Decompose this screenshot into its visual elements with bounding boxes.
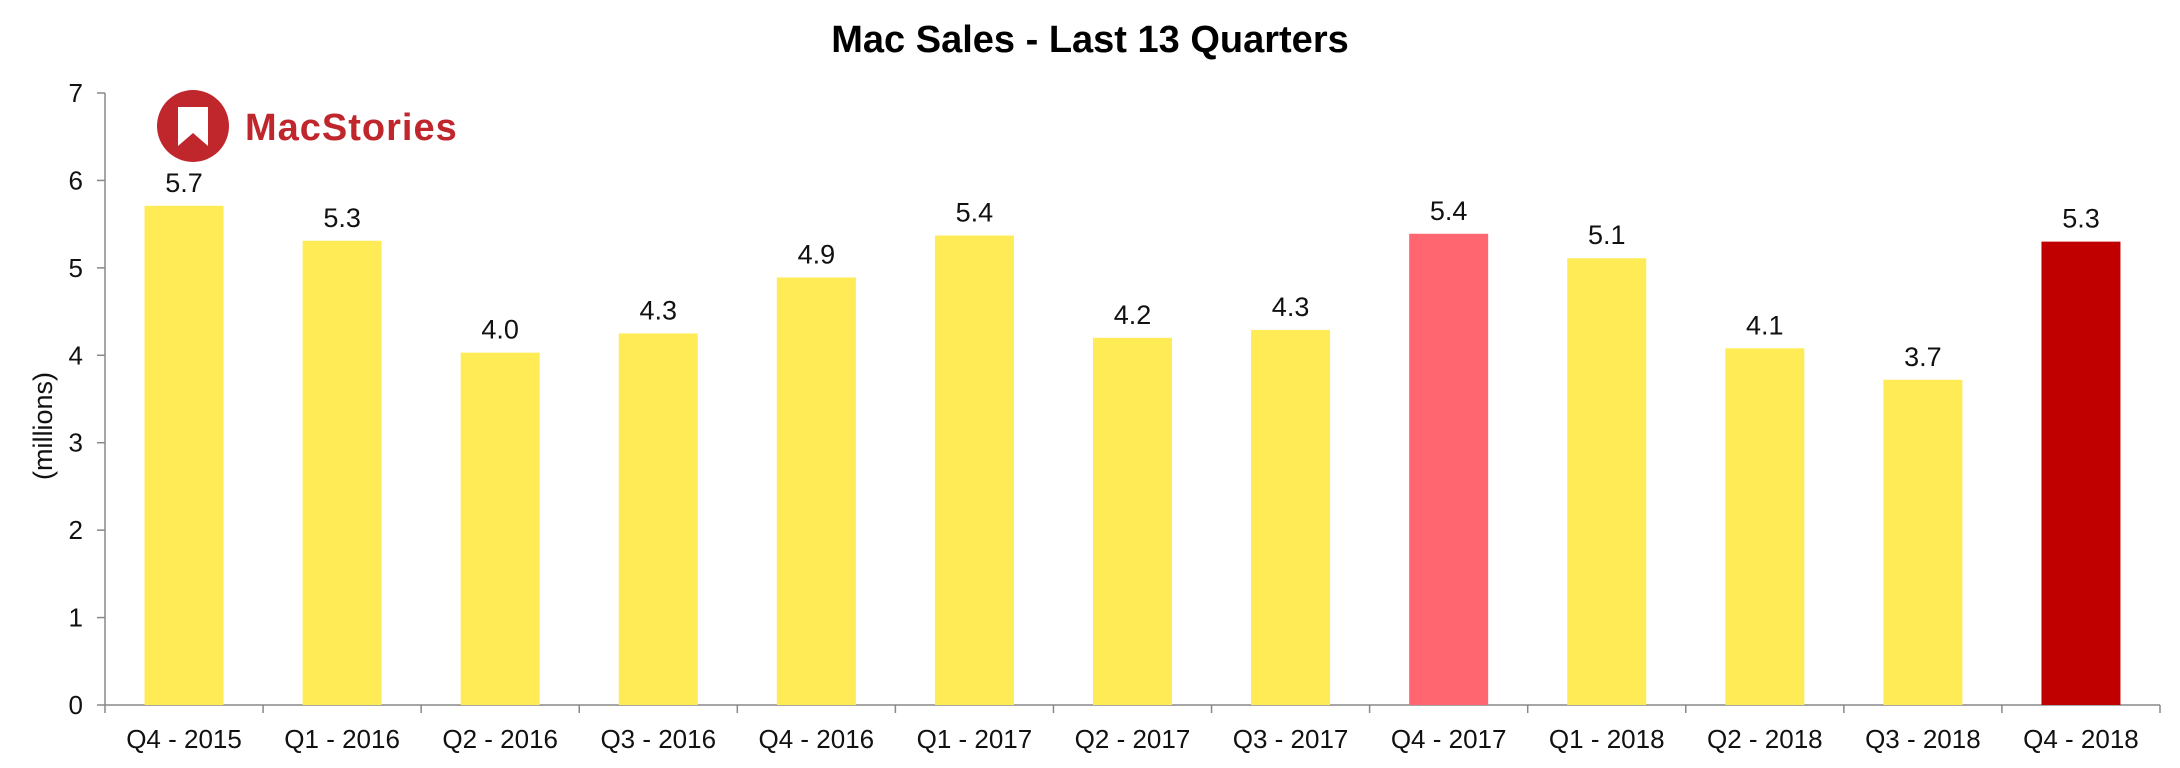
data-label: 5.7 — [165, 168, 203, 198]
y-tick-label: 1 — [69, 603, 83, 633]
data-label: 3.7 — [1904, 342, 1942, 372]
y-tick-label: 7 — [69, 78, 83, 108]
y-tick-label: 3 — [69, 428, 83, 458]
bar — [934, 235, 1014, 705]
bar — [1409, 233, 1489, 705]
data-label: 4.1 — [1746, 310, 1784, 340]
x-tick-label: Q1 - 2018 — [1549, 724, 1665, 754]
macstories-logo: MacStories — [157, 90, 458, 162]
chart-title: Mac Sales - Last 13 Quarters — [831, 19, 1348, 61]
y-tick-label: 4 — [69, 340, 83, 370]
x-tick-label: Q3 - 2018 — [1865, 724, 1981, 754]
bar — [1251, 329, 1331, 705]
y-tick-label: 0 — [69, 690, 83, 720]
data-label: 4.9 — [798, 239, 836, 269]
bar — [1725, 348, 1805, 705]
bar — [1567, 258, 1647, 705]
x-tick-label: Q4 - 2015 — [126, 724, 242, 754]
y-tick-label: 5 — [69, 253, 83, 283]
bar — [144, 205, 224, 706]
x-tick-label: Q2 - 2018 — [1707, 724, 1823, 754]
data-label: 4.2 — [1114, 300, 1152, 330]
bar — [1093, 337, 1172, 705]
bookmark-icon — [178, 107, 208, 146]
bar — [460, 352, 540, 705]
x-tick-label: Q4 - 2017 — [1391, 724, 1507, 754]
y-tick-label: 6 — [69, 165, 83, 195]
data-label: 4.3 — [639, 295, 677, 325]
data-label: 5.3 — [2062, 204, 2100, 234]
x-tick-label: Q4 - 2016 — [759, 724, 875, 754]
logo-text: MacStories — [245, 107, 458, 149]
y-axis-title: (millions) — [28, 372, 58, 480]
bar — [302, 240, 382, 706]
chart-title-bold: Mac Sales — [831, 19, 1015, 61]
bar — [2041, 241, 2121, 705]
data-label: 5.4 — [956, 198, 994, 228]
y-tick-label: 2 — [69, 515, 83, 545]
chart-title-rest: - Last 13 Quarters — [1015, 19, 1349, 61]
x-tick-label: Q1 - 2016 — [284, 724, 400, 754]
bar — [618, 333, 698, 705]
x-tick-label: Q2 - 2016 — [442, 724, 558, 754]
data-label: 4.3 — [1272, 292, 1310, 322]
x-tick-label: Q3 - 2017 — [1233, 724, 1349, 754]
data-label: 5.1 — [1588, 220, 1626, 250]
bar — [776, 277, 856, 705]
data-label: 5.4 — [1430, 196, 1468, 226]
bars — [144, 205, 2121, 706]
bar — [1883, 379, 1963, 705]
x-tick-label: Q3 - 2016 — [600, 724, 716, 754]
x-tick-label: Q2 - 2017 — [1075, 724, 1191, 754]
x-tick-label: Q4 - 2018 — [2023, 724, 2139, 754]
data-label: 4.0 — [481, 315, 519, 345]
x-tick-label: Q1 - 2017 — [917, 724, 1033, 754]
labels: 5.7 Q4 - 2015 5.3 Q1 - 2016 4.0 Q2 - 2016 4.3 Q… — [126, 168, 2139, 754]
data-label: 5.3 — [323, 203, 361, 233]
